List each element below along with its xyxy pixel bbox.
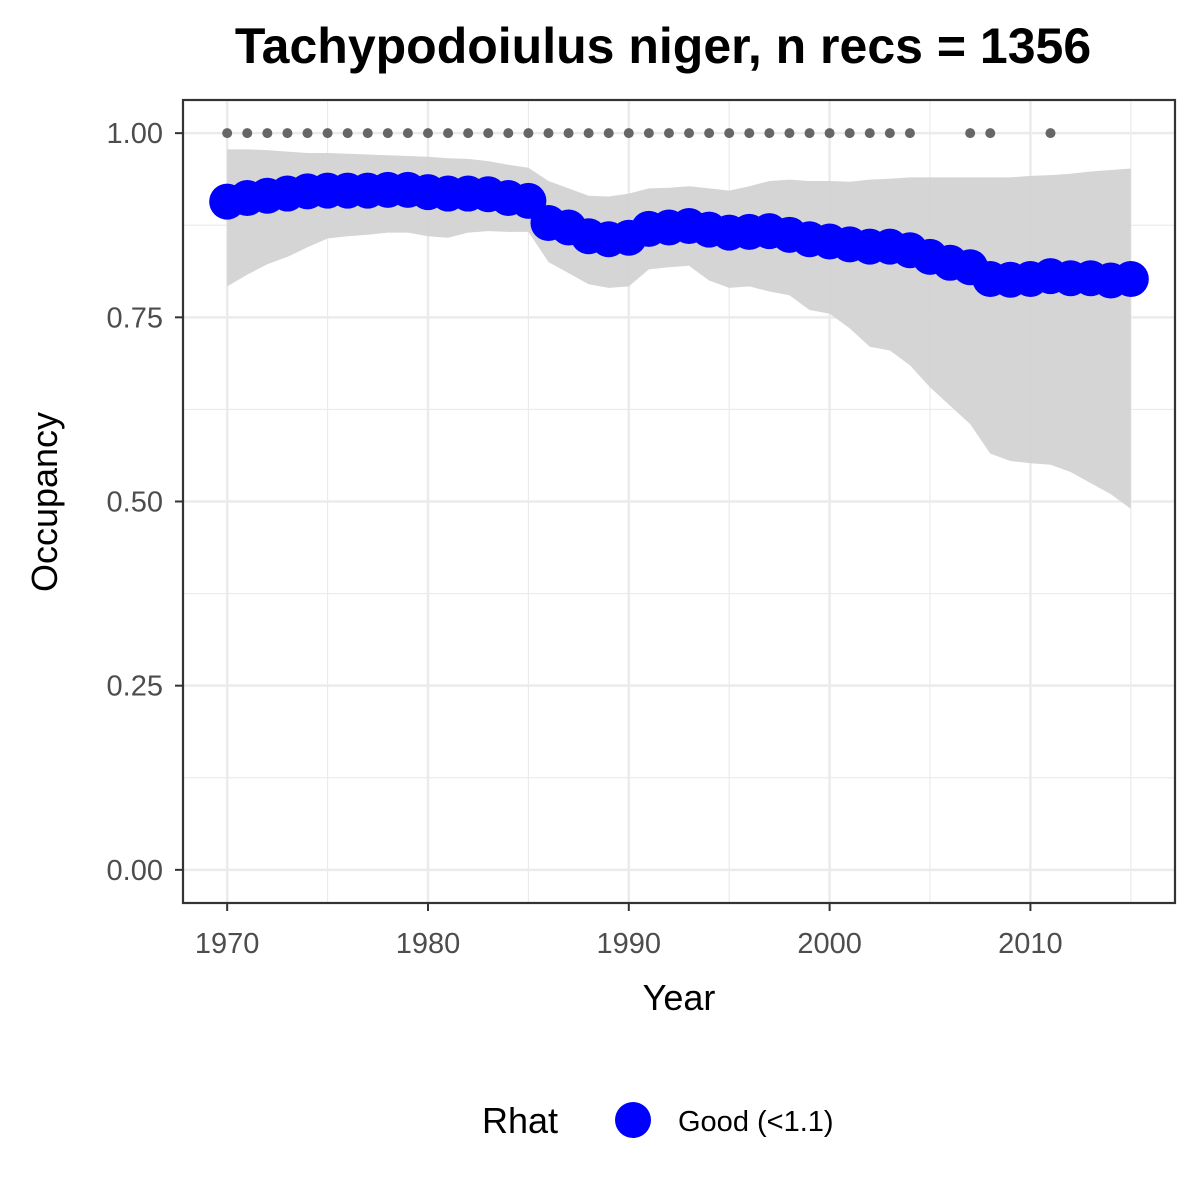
record-year-marker	[684, 128, 695, 139]
y-axis-title: Occupancy	[24, 412, 65, 592]
x-tick-label: 2000	[797, 928, 862, 960]
record-year-marker	[985, 128, 996, 139]
y-tick-label: 1.00	[107, 118, 163, 150]
x-axis: 1970 1980 1990 2000 2010	[195, 903, 1063, 960]
record-year-marker	[643, 128, 654, 139]
record-year-marker	[222, 128, 233, 139]
x-axis-title: Year	[643, 977, 716, 1018]
record-year-marker	[824, 128, 835, 139]
record-year-marker	[844, 128, 855, 139]
y-tick-label: 0.50	[107, 487, 163, 519]
record-year-marker	[704, 128, 715, 139]
record-year-marker	[764, 128, 775, 139]
y-tick-label: 0.75	[107, 302, 163, 334]
legend-label-good: Good (<1.1)	[678, 1106, 834, 1138]
record-year-marker	[884, 128, 895, 139]
record-year-markers	[222, 128, 1056, 139]
record-year-marker	[463, 128, 474, 139]
record-year-marker	[965, 128, 976, 139]
record-year-marker	[422, 128, 433, 139]
x-tick-label: 1980	[396, 928, 461, 960]
record-year-marker	[322, 128, 333, 139]
record-year-marker	[402, 128, 413, 139]
record-year-marker	[583, 128, 594, 139]
record-year-marker	[362, 128, 373, 139]
record-year-marker	[623, 128, 634, 139]
chart-title: Tachypodoiulus niger, n recs = 1356	[235, 18, 1091, 74]
record-year-marker	[663, 128, 674, 139]
record-year-marker	[804, 128, 815, 139]
record-year-marker	[503, 128, 514, 139]
record-year-marker	[483, 128, 494, 139]
record-year-marker	[443, 128, 454, 139]
record-year-marker	[904, 128, 915, 139]
y-tick-label: 0.25	[107, 671, 163, 703]
y-axis: 0.00 0.25 0.50 0.75 1.00	[107, 118, 183, 887]
record-year-marker	[724, 128, 735, 139]
occupancy-point	[1112, 261, 1149, 298]
record-year-marker	[603, 128, 614, 139]
record-year-marker	[543, 128, 554, 139]
record-year-marker	[262, 128, 273, 139]
record-year-marker	[382, 128, 393, 139]
record-year-marker	[864, 128, 875, 139]
record-year-marker	[523, 128, 534, 139]
record-year-marker	[342, 128, 353, 139]
record-year-marker	[282, 128, 293, 139]
record-year-marker	[563, 128, 574, 139]
record-year-marker	[302, 128, 313, 139]
legend-key-good	[615, 1102, 651, 1138]
x-tick-label: 1990	[597, 928, 662, 960]
x-tick-label: 2010	[998, 928, 1063, 960]
occupancy-points	[209, 171, 1149, 299]
x-tick-label: 1970	[195, 928, 260, 960]
legend: Rhat Good (<1.1)	[482, 1100, 834, 1141]
record-year-marker	[1045, 128, 1056, 139]
y-tick-label: 0.00	[107, 855, 163, 887]
legend-title: Rhat	[482, 1100, 558, 1141]
record-year-marker	[784, 128, 795, 139]
record-year-marker	[242, 128, 253, 139]
record-year-marker	[744, 128, 755, 139]
